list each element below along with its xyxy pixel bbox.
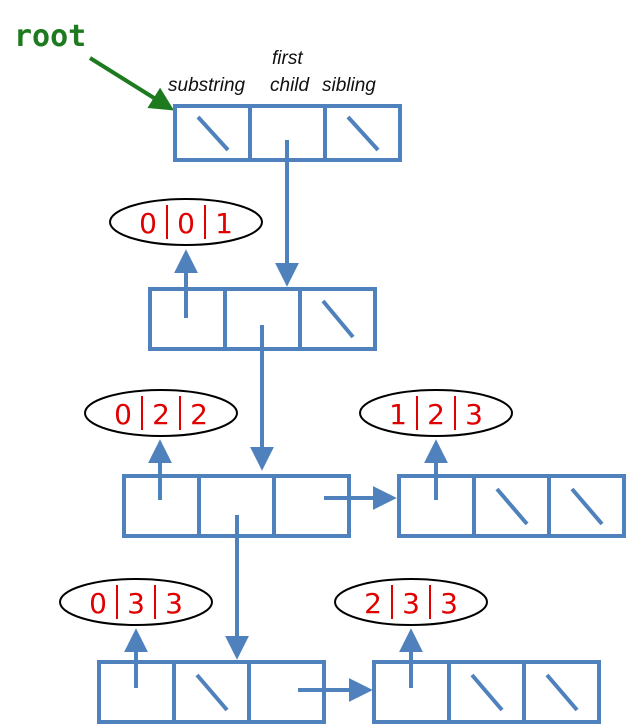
substring-oval-2: 0 2 2 (84, 389, 238, 437)
substring-depth: 3 (402, 587, 420, 620)
header-substring: substring (168, 75, 246, 96)
trie-node-6 (372, 660, 601, 724)
null-pointer-icon (470, 673, 504, 712)
substring-oval-3: 1 2 3 (359, 389, 513, 437)
null-pointer-icon (495, 487, 529, 526)
header-sibling: sibling (322, 75, 376, 96)
substring-start: 1 (389, 398, 407, 431)
substring-start: 2 (364, 587, 382, 620)
header-child: child (270, 75, 311, 96)
null-pointer-icon (321, 299, 355, 339)
null-pointer-icon (570, 487, 604, 526)
null-pointer-icon (346, 115, 380, 152)
substring-end: 2 (190, 398, 208, 431)
substring-depth: 3 (127, 587, 145, 620)
root-label: root (14, 19, 86, 54)
trie-node-5 (97, 660, 326, 724)
substring-oval-5: 2 3 3 (334, 578, 488, 626)
substring-end: 3 (465, 398, 483, 431)
substring-oval-4: 0 3 3 (59, 578, 213, 626)
null-pointer-icon (196, 115, 230, 152)
null-pointer-icon (545, 673, 579, 712)
substring-depth: 0 (177, 207, 195, 240)
null-pointer-icon (195, 673, 229, 712)
substring-start: 0 (114, 398, 132, 431)
substring-oval-1: 0 0 1 (109, 198, 263, 246)
substring-end: 3 (165, 587, 183, 620)
substring-start: 0 (139, 207, 157, 240)
substring-end: 3 (440, 587, 458, 620)
root-pointer-arrow (88, 56, 175, 111)
substring-end: 1 (215, 207, 233, 240)
header-first: first (272, 48, 303, 69)
substring-start: 0 (89, 587, 107, 620)
trie-node-4 (397, 474, 626, 538)
substring-depth: 2 (427, 398, 445, 431)
substring-depth: 2 (152, 398, 170, 431)
